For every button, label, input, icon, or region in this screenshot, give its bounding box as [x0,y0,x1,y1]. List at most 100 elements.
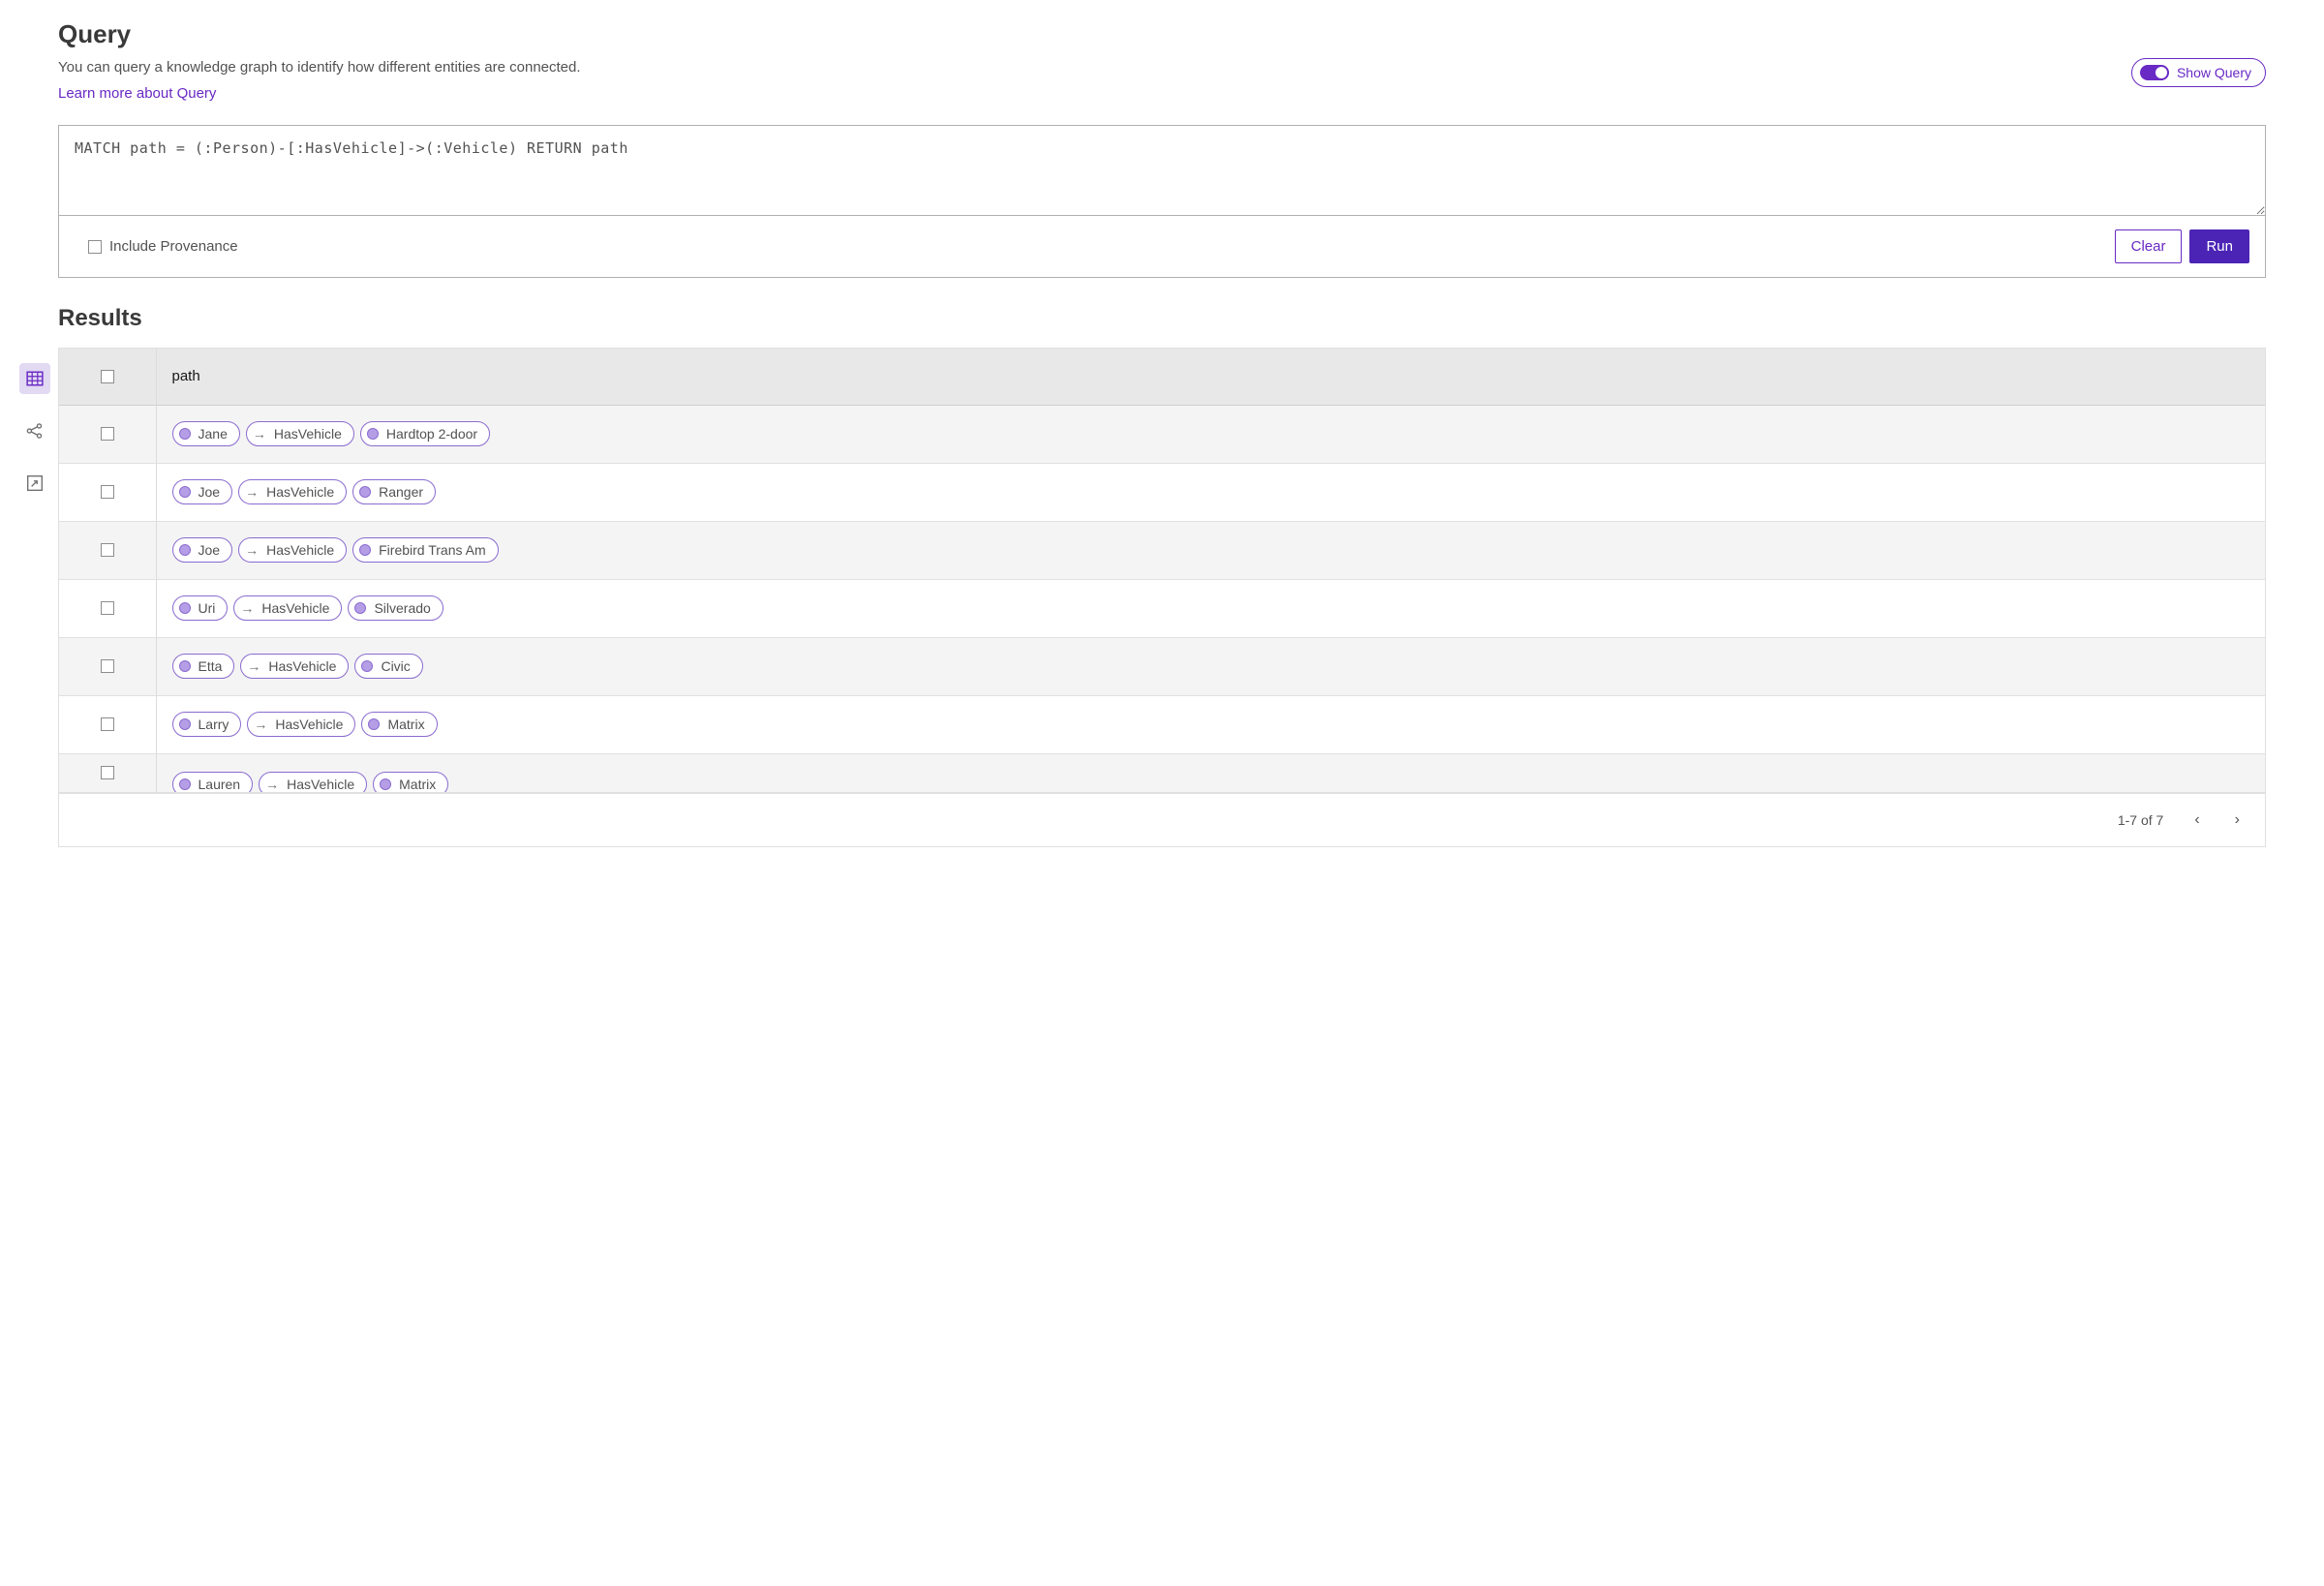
node-dot-icon [367,428,379,440]
node-dot-icon [359,486,371,498]
arrow-icon: → [245,484,259,500]
relation-pill-label: HasVehicle [274,426,342,442]
path-cell: Etta →HasVehicle Civic [156,637,2265,695]
results-table: path Jane → HasVehicle Hardtop 2-door Joe → Ha… [58,348,2266,847]
arrow-icon: → [253,426,266,442]
person-pill-label: Lauren [199,777,241,792]
vehicle-pill[interactable]: Matrix [373,772,448,792]
relation-pill[interactable]: → HasVehicle [238,479,347,504]
prev-page-button[interactable]: ‹ [2190,808,2203,833]
vehicle-pill-label: Hardtop 2-door [386,426,477,442]
relation-pill[interactable]: → HasVehicle [259,772,367,792]
person-pill-label: Joe [199,542,221,558]
node-dot-icon [354,602,366,614]
table-row: Etta →HasVehicle Civic [59,637,2265,695]
row-select-cell[interactable] [59,695,156,753]
select-all-cell[interactable] [59,349,156,405]
relation-pill[interactable]: → HasVehicle [246,421,354,446]
node-dot-icon [179,778,191,790]
table-icon [26,370,44,387]
checkbox-icon [101,370,114,383]
relation-pill-label: HasVehicle [275,717,343,732]
table-row: Larry → HasVehicle Matrix [59,695,2265,753]
toggle-label: Show Query [2177,65,2251,80]
inspect-icon [26,474,44,492]
table-row: Joe → HasVehicle Ranger [59,463,2265,521]
checkbox-icon [101,427,114,441]
relation-pill[interactable]: → HasVehicle [247,712,355,737]
person-pill[interactable]: Uri [172,595,229,621]
checkbox-icon [101,766,114,779]
vehicle-pill-label: Civic [381,658,410,674]
table-row: Joe → HasVehicle Firebird Trans Am [59,521,2265,579]
person-pill[interactable]: Larry [172,712,242,737]
row-select-cell[interactable] [59,579,156,637]
relation-pill-label: HasVehicle [261,600,329,616]
row-select-cell[interactable] [59,463,156,521]
vehicle-pill[interactable]: Matrix [361,712,437,737]
vehicle-pill-label: Matrix [387,717,424,732]
vehicle-pill[interactable]: Silverado [348,595,443,621]
person-pill[interactable]: Jane [172,421,240,446]
row-select-cell[interactable] [59,637,156,695]
table-row: Jane → HasVehicle Hardtop 2-door [59,405,2265,463]
vehicle-pill[interactable]: Hardtop 2-door [360,421,490,446]
page-description: You can query a knowledge graph to ident… [58,59,2131,76]
vehicle-pill-label: Ranger [379,484,423,500]
arrow-icon: → [254,717,267,732]
node-dot-icon [179,544,191,556]
person-pill[interactable]: Etta [172,654,235,679]
node-dot-icon [380,778,391,790]
checkbox-icon [101,543,114,557]
learn-more-link[interactable]: Learn more about Query [58,85,216,102]
column-header-path: path [156,349,2265,405]
results-title: Results [58,305,2266,332]
query-textarea[interactable] [59,126,2265,215]
checkbox-icon [101,717,114,731]
row-select-cell[interactable] [59,405,156,463]
person-pill-label: Etta [199,658,223,674]
node-dot-icon [179,602,191,614]
checkbox-icon [101,485,114,499]
path-cell: Larry → HasVehicle Matrix [156,695,2265,753]
graph-view-button[interactable] [19,415,50,446]
person-pill[interactable]: Joe [172,537,233,563]
path-cell: Jane → HasVehicle Hardtop 2-door [156,405,2265,463]
person-pill[interactable]: Lauren [172,772,254,792]
checkbox-icon [88,240,102,254]
show-query-toggle[interactable]: Show Query [2131,58,2266,87]
table-view-button[interactable] [19,363,50,394]
vehicle-pill[interactable]: Ranger [352,479,436,504]
node-dot-icon [179,718,191,730]
person-pill-label: Larry [199,717,229,732]
arrow-icon: → [247,658,260,674]
relation-pill-label: HasVehicle [266,484,334,500]
table-row: Uri →HasVehicle Silverado [59,579,2265,637]
pagination-range: 1-7 of 7 [2118,812,2163,828]
vehicle-pill[interactable]: Firebird Trans Am [352,537,498,563]
vehicle-pill[interactable]: Civic [354,654,422,679]
path-cell: Joe → HasVehicle Ranger [156,463,2265,521]
vehicle-pill-label: Silverado [374,600,430,616]
person-pill[interactable]: Joe [172,479,233,504]
include-provenance-checkbox[interactable]: Include Provenance [88,238,238,255]
row-select-cell[interactable] [59,753,156,792]
page-title: Query [58,19,2131,49]
row-select-cell[interactable] [59,521,156,579]
arrow-icon: → [265,777,279,792]
path-cell: Uri →HasVehicle Silverado [156,579,2265,637]
path-cell: Lauren → HasVehicle Matrix [156,753,2265,792]
pagination-bar: 1-7 of 7 ‹ › [59,793,2265,846]
run-button[interactable]: Run [2189,229,2249,263]
toggle-switch-icon [2140,65,2169,80]
person-pill-label: Uri [199,600,216,616]
inspect-view-button[interactable] [19,468,50,499]
relation-pill[interactable]: →HasVehicle [233,595,342,621]
arrow-icon: → [245,542,259,558]
relation-pill[interactable]: →HasVehicle [240,654,349,679]
relation-pill-label: HasVehicle [287,777,354,792]
relation-pill-label: HasVehicle [266,542,334,558]
next-page-button[interactable]: › [2231,808,2244,833]
clear-button[interactable]: Clear [2115,229,2183,263]
relation-pill[interactable]: → HasVehicle [238,537,347,563]
